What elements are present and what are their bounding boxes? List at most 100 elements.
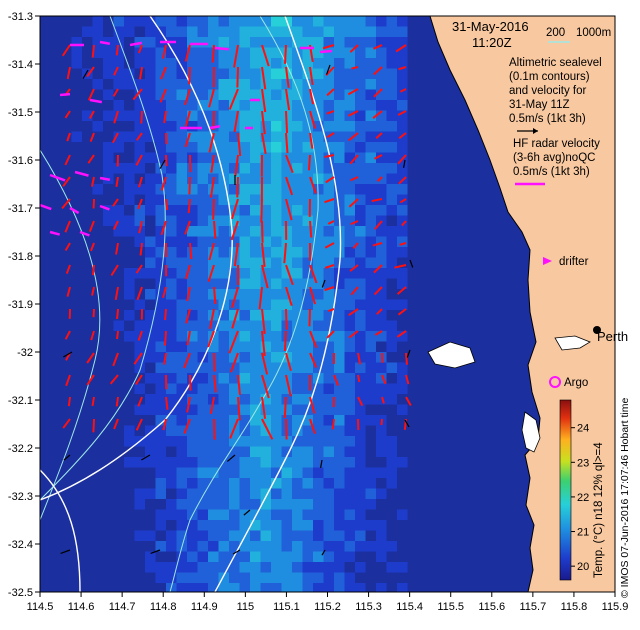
altimetry-arrow xyxy=(234,154,239,177)
altimetry-arrow xyxy=(66,132,71,142)
altimetry-arrow xyxy=(188,66,191,85)
altimetry-arrow xyxy=(350,176,359,182)
colorbar-tick-label: 21 xyxy=(577,527,589,539)
hf-legend-line-1: HF radar velocity xyxy=(513,138,600,150)
altimetry-arrow xyxy=(110,264,119,277)
drifter-arrow xyxy=(321,549,326,556)
altimetry-arrow xyxy=(138,220,143,234)
altimetry-arrow xyxy=(213,418,216,440)
drifter-arrow xyxy=(320,459,323,468)
drifter-arrow xyxy=(63,454,71,461)
altimetry-arrow xyxy=(357,374,361,383)
altimetry-arrow xyxy=(261,264,269,289)
altimetry-arrow xyxy=(373,66,383,76)
altimetry-arrow xyxy=(261,242,266,267)
drifter-marker xyxy=(543,257,552,265)
hf-radar-arrow xyxy=(40,203,52,211)
altimetry-arrow xyxy=(87,88,95,101)
altimetry-arrow xyxy=(307,154,311,171)
lat-tick-label: -31.8 xyxy=(8,251,33,263)
altimetry-arrow xyxy=(116,308,119,320)
altimetry-arrow xyxy=(333,374,340,386)
altimetry-arrow xyxy=(396,330,407,338)
altimetry-arrow xyxy=(230,198,239,220)
hf-radar-arrow xyxy=(69,206,80,215)
drifter-arrow xyxy=(159,159,166,169)
altimetry-arrow xyxy=(261,418,274,440)
altimetry-arrow xyxy=(165,154,168,167)
altimetry-arrow xyxy=(111,132,119,144)
altimetry-arrow xyxy=(184,220,191,235)
hf-radar-arrow xyxy=(99,204,110,211)
altimetry-arrow xyxy=(187,198,191,214)
altimetry-arrow xyxy=(261,352,269,375)
altimetry-arrow xyxy=(213,286,217,305)
altimetry-arrow xyxy=(64,110,71,119)
lon-tick-label: 115.4 xyxy=(396,601,423,613)
alt-legend-line-3: and velocity for xyxy=(509,85,587,97)
hf-radar-arrow xyxy=(129,41,143,47)
altimetry-arrow xyxy=(186,396,191,413)
altimetry-arrow xyxy=(348,308,359,317)
altimetry-arrow xyxy=(261,308,266,334)
drifter-arrow xyxy=(63,351,73,358)
altimetry-arrow xyxy=(327,308,335,312)
altimetry-arrow xyxy=(322,44,335,50)
altimetry-arrow xyxy=(261,110,266,135)
altimetry-arrow xyxy=(326,330,335,339)
altimetry-arrow xyxy=(135,154,143,166)
hf-radar-arrow xyxy=(214,46,230,51)
alt-legend-line-4: 31-May 11Z xyxy=(509,99,570,111)
peel-harvey-estuary xyxy=(521,411,541,453)
altimetry-arrow xyxy=(381,374,387,385)
altimetry-arrow xyxy=(62,418,71,429)
altimetry-arrow xyxy=(349,154,359,165)
altimetry-arrow xyxy=(137,330,143,341)
altimetry-arrow xyxy=(325,176,335,184)
altimetry-arrow xyxy=(405,374,410,385)
altimetry-arrow xyxy=(374,154,383,160)
altimetry-arrow xyxy=(376,176,383,183)
alt-legend-line-1: Altimetric sealevel xyxy=(509,57,602,69)
altimetry-arrow xyxy=(233,242,239,267)
altimetry-arrow xyxy=(285,374,292,397)
altimetry-arrow xyxy=(261,44,270,67)
swan-river xyxy=(554,335,591,351)
lon-tick-label: 115.5 xyxy=(437,601,464,613)
lat-tick-label: -31.7 xyxy=(8,203,33,215)
altimetry-arrow xyxy=(285,66,290,88)
drifter-arrow xyxy=(321,279,326,288)
credit-text: © IMOS 07-Jun-2016 17:07:46 Hobart time xyxy=(619,397,631,598)
altimetry-arrow xyxy=(115,396,119,407)
altimetry-arrow xyxy=(261,132,267,155)
altimetry-arrow xyxy=(236,176,239,198)
altimetry-arrow xyxy=(230,352,239,373)
altimetry-arrow xyxy=(347,88,359,96)
rottnest-island xyxy=(427,341,476,369)
altimetry-velocity-arrows xyxy=(61,44,412,440)
lat-tick-label: -32.5 xyxy=(8,587,33,599)
map-plot-area xyxy=(40,16,615,592)
altimetry-arrow xyxy=(163,110,167,124)
alt-scale-arrowhead xyxy=(533,128,538,134)
bathymetry-contours xyxy=(40,16,319,592)
altimetry-arrow xyxy=(401,220,407,227)
hf-radar-arrow xyxy=(99,176,111,181)
altimetry-arrow xyxy=(327,220,335,225)
lat-tick-label: -31.9 xyxy=(8,299,33,311)
drifter-arrow xyxy=(141,454,151,461)
altimetry-arrow xyxy=(228,88,239,110)
colorbar-ticks: 24 23 22 21 20 xyxy=(571,423,589,573)
altimetry-arrow xyxy=(112,88,119,97)
altimetry-arrow xyxy=(380,418,383,426)
altimetry-arrow xyxy=(90,330,95,341)
lat-tick-label: -32.3 xyxy=(8,491,33,503)
altimetry-arrow xyxy=(399,242,407,246)
altimetry-arrow xyxy=(163,352,167,365)
altimetry-arrow xyxy=(112,352,119,367)
altimetry-arrow xyxy=(349,44,359,53)
altimetry-arrow xyxy=(237,396,241,421)
altimetry-arrow xyxy=(397,308,407,316)
altimetry-arrow xyxy=(326,132,335,139)
altimetry-arrow xyxy=(308,308,311,327)
